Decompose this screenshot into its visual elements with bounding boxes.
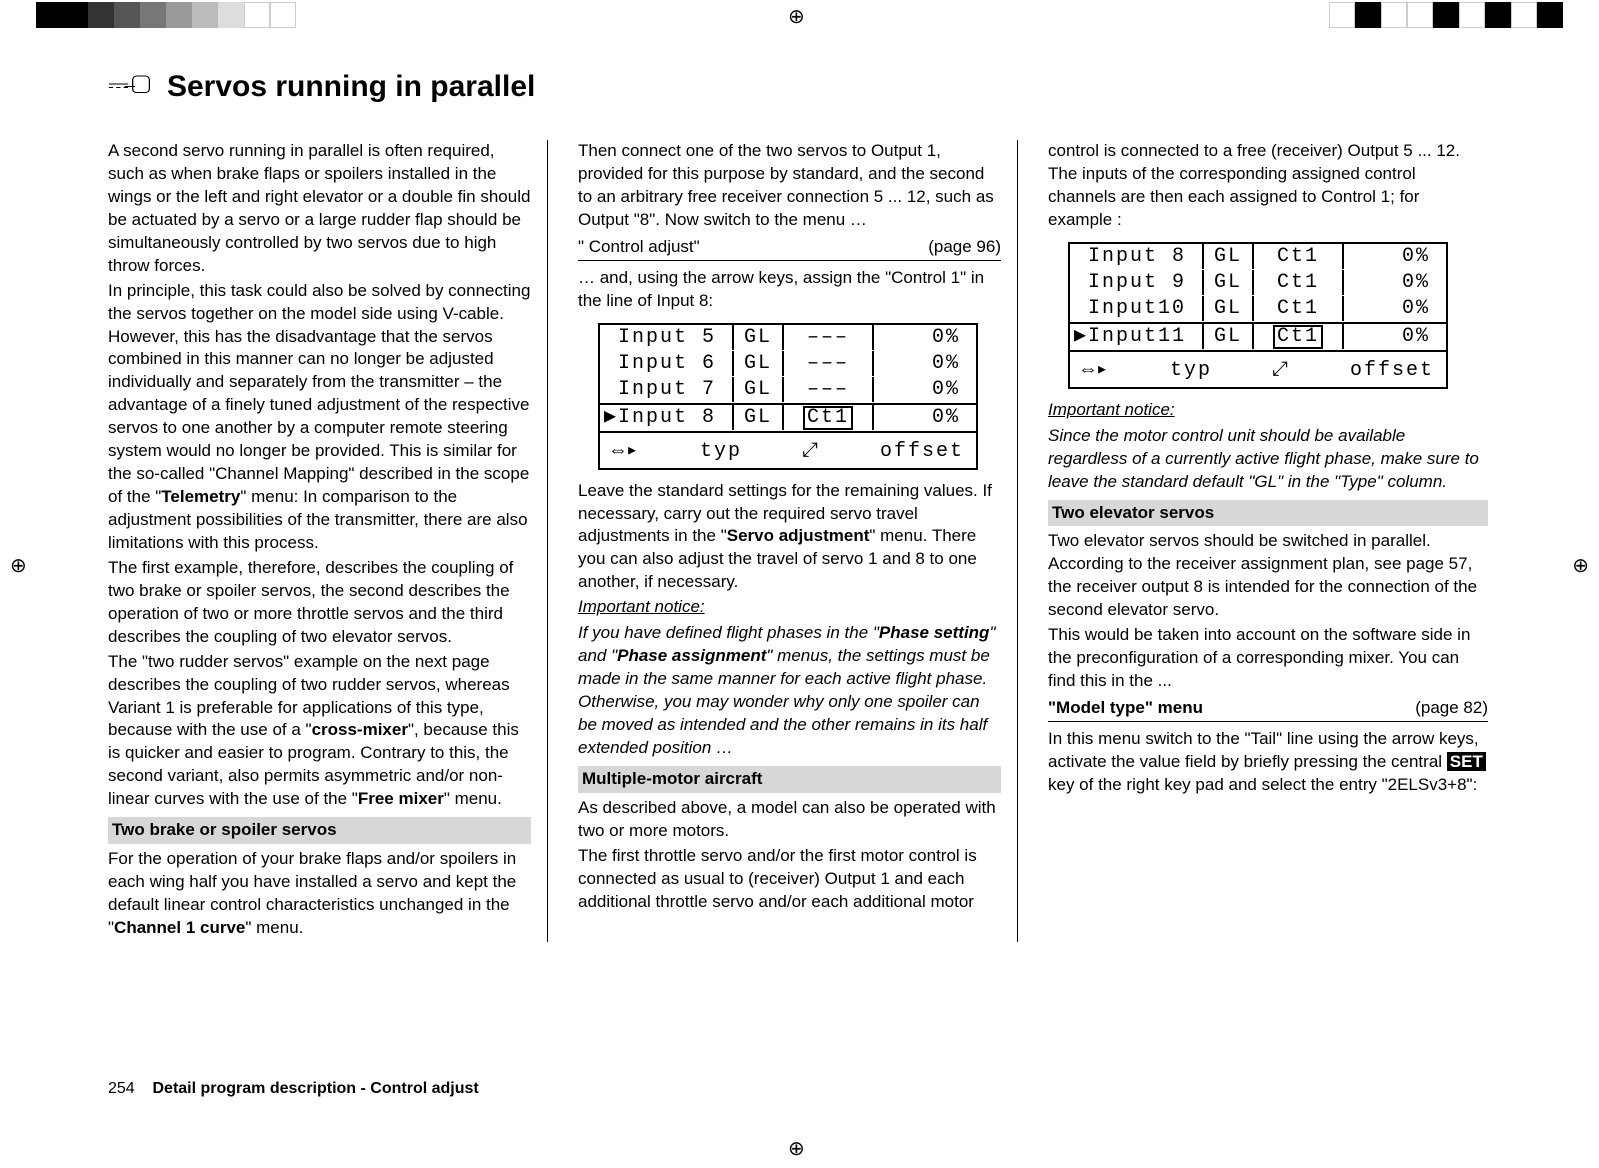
page-number: 254 bbox=[108, 1080, 135, 1097]
body-text: Two elevator servos should be switched i… bbox=[1048, 530, 1488, 622]
body-text: Leave the standard settings for the rema… bbox=[578, 480, 1001, 595]
page-title: Servos running in parallel bbox=[167, 70, 535, 104]
body-text: The first throttle servo and/or the firs… bbox=[578, 845, 1001, 914]
curve-icon: ⤢ bbox=[802, 439, 820, 464]
body-text: In this menu switch to the "Tail" line u… bbox=[1048, 728, 1488, 797]
body-text: For the operation of your brake flaps an… bbox=[108, 848, 531, 940]
lcd-screen-2: Input 8GLCt10% Input 9GLCt10% Input10GLC… bbox=[1068, 242, 1448, 389]
lcd-screen-1: Input 5GL–––0% Input 6GL–––0% Input 7GL–… bbox=[598, 323, 978, 470]
curve-icon: ⤢ bbox=[1272, 358, 1290, 383]
footer-text: Detail program description - Control adj… bbox=[152, 1080, 478, 1097]
body-text: This would be taken into account on the … bbox=[1048, 624, 1488, 693]
body-text: … and, using the arrow keys, assign the … bbox=[578, 267, 1001, 313]
body-text: Then connect one of the two servos to Ou… bbox=[578, 140, 1001, 232]
page-footer: 254 Detail program description - Control… bbox=[108, 1080, 479, 1098]
notice-heading: Important notice: bbox=[578, 596, 1001, 619]
section-heading: Multiple-motor aircraft bbox=[578, 766, 1001, 793]
notice-text: Since the motor control unit should be a… bbox=[1048, 425, 1488, 494]
body-text: The "two rudder servos" example on the n… bbox=[108, 651, 531, 812]
section-heading: Two elevator servos bbox=[1048, 500, 1488, 527]
crosshair-left: ⊕ bbox=[10, 553, 27, 578]
menu-reference: " Control adjust"(page 96) bbox=[578, 236, 1001, 261]
column-3: control is connected to a free (receiver… bbox=[1048, 140, 1488, 942]
body-text: The first example, therefore, describes … bbox=[108, 557, 531, 649]
arrows-icon: ⇔▸ bbox=[612, 439, 640, 464]
body-text: As described above, a model can also be … bbox=[578, 797, 1001, 843]
page-header: ⎓⎯▢ Servos running in parallel bbox=[108, 70, 1488, 104]
set-key-badge: SET bbox=[1447, 752, 1486, 771]
crosshair-right: ⊕ bbox=[1572, 553, 1589, 578]
column-1: A second servo running in parallel is of… bbox=[108, 140, 548, 942]
notice-text: If you have defined flight phases in the… bbox=[578, 622, 1001, 760]
body-text: control is connected to a free (receiver… bbox=[1048, 140, 1488, 232]
menu-reference: "Model type" menu(page 82) bbox=[1048, 697, 1488, 722]
crosshair-bottom: ⊕ bbox=[788, 1136, 805, 1161]
servo-icon: ⎓⎯▢ bbox=[108, 69, 147, 101]
column-2: Then connect one of the two servos to Ou… bbox=[578, 140, 1018, 942]
section-heading: Two brake or spoiler servos bbox=[108, 817, 531, 844]
body-text: A second servo running in parallel is of… bbox=[108, 140, 531, 278]
arrows-icon: ⇔▸ bbox=[1082, 358, 1110, 383]
crosshair-top: ⊕ bbox=[788, 4, 805, 29]
body-text: In principle, this task could also be so… bbox=[108, 280, 531, 555]
notice-heading: Important notice: bbox=[1048, 399, 1488, 422]
